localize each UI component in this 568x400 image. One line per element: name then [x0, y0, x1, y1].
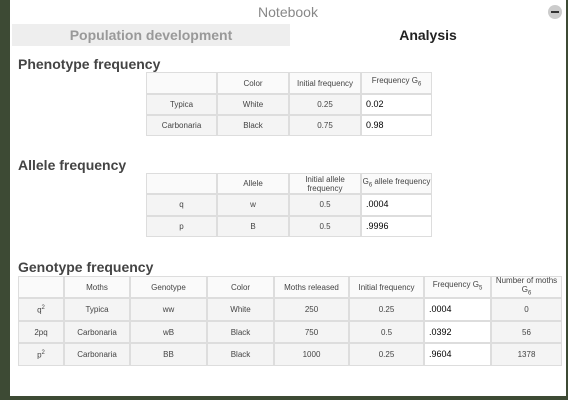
table-cell: 0.25 [349, 343, 424, 367]
section-heading: Phenotype frequency [18, 56, 161, 72]
text: allele frequency [372, 176, 431, 186]
table-cell: 2pq [18, 320, 64, 344]
cell-text: p2 [37, 349, 45, 360]
table-header: Frequency G5 [424, 276, 491, 298]
minimize-button[interactable] [548, 5, 562, 19]
table-cell: Carbonaria [64, 320, 130, 344]
table-header: Frequency G6 [361, 72, 432, 94]
text: Frequency G [371, 76, 418, 86]
table-cell: Black [207, 343, 274, 367]
table-cell: 0.75 [289, 115, 361, 136]
subscript: 5 [478, 285, 483, 292]
subscript: 6 [368, 182, 373, 189]
table-cell: White [217, 94, 289, 115]
table-header: Initial allele frequency [289, 173, 361, 194]
section-heading: Genotype frequency [18, 259, 154, 275]
table-cell: 750 [274, 320, 349, 344]
table-cell: 1378 [491, 343, 562, 367]
text: Frequency G [432, 280, 479, 290]
table-header: Genotype [130, 276, 207, 298]
table-cell: Typica [64, 298, 130, 321]
text: Number of moths G [495, 275, 558, 294]
table-cell: 250 [274, 298, 349, 321]
result-cell: .0392 [424, 320, 491, 344]
cell-text: Frequency G5 [433, 280, 483, 294]
table-header: Color [207, 276, 274, 298]
table-cell: 0.25 [349, 298, 424, 321]
result-cell: 0.98 [361, 115, 432, 136]
table-cell: Black [207, 320, 274, 344]
table-header: Allele [217, 173, 289, 194]
table-header [146, 72, 217, 94]
window-title: Notebook [258, 4, 318, 20]
subscript: 6 [527, 290, 532, 297]
cell-text: G6 allele frequency [363, 177, 431, 191]
result-cell: 0.02 [361, 94, 432, 115]
supscript: 2 [41, 305, 45, 312]
cell-text: Number of moths G6 [492, 276, 561, 299]
table-header: Initial frequency [349, 276, 424, 298]
table-cell: w [217, 194, 289, 216]
tab[interactable]: Population development [12, 24, 290, 46]
table-header: Initial frequency [289, 72, 361, 94]
table-cell: 0 [491, 298, 562, 321]
table-cell: wB [130, 320, 207, 344]
table-cell: p2 [18, 343, 64, 367]
table-cell: 0.5 [349, 320, 424, 344]
table-header [18, 276, 64, 298]
table-cell: p [146, 215, 217, 237]
table-header: Moths released [274, 276, 349, 298]
supscript: 2 [41, 350, 45, 357]
section-heading: Allele frequency [18, 157, 127, 173]
table-cell: White [207, 298, 274, 321]
table-cell: 56 [491, 320, 562, 344]
table-cell: 1000 [274, 343, 349, 367]
text: p [37, 351, 42, 361]
table-cell: 0.5 [289, 215, 361, 237]
table-cell: ww [130, 298, 207, 321]
table-cell: Carbonaria [146, 115, 217, 136]
result-cell: .9996 [361, 215, 432, 237]
table-cell: B [217, 215, 289, 237]
table-cell: BB [130, 343, 207, 367]
result-cell: .0004 [424, 298, 491, 321]
table-cell: Typica [146, 94, 217, 115]
result-cell: .0004 [361, 194, 432, 216]
table-header: Number of moths G6 [491, 276, 562, 298]
table-cell: Black [217, 115, 289, 136]
table-cell: Carbonaria [64, 343, 130, 367]
text: G [362, 176, 369, 186]
table-cell: q [146, 194, 217, 216]
result-cell: .9604 [424, 343, 491, 367]
table-header: Color [217, 72, 289, 94]
cell-text: Frequency G6 [372, 76, 422, 90]
table-header: G6 allele frequency [361, 173, 432, 194]
table-cell: q2 [18, 298, 64, 321]
text: q [37, 305, 42, 315]
tab[interactable]: Analysis [399, 27, 457, 43]
notebook-panel: Notebook Population development Analysis… [10, 0, 566, 396]
table-header [146, 173, 217, 194]
subscript: 6 [417, 81, 422, 88]
table-cell: 0.5 [289, 194, 361, 216]
table-cell: 0.25 [289, 94, 361, 115]
table-header: Moths [64, 276, 130, 298]
cell-text: q2 [37, 304, 45, 315]
